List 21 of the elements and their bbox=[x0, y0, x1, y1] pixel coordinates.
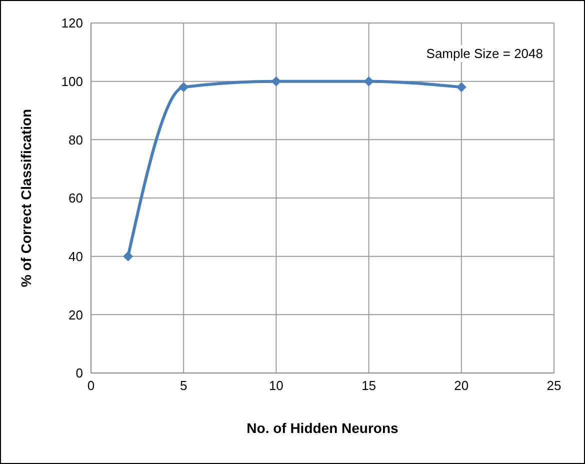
point bbox=[123, 251, 134, 262]
y-tick-label: 100 bbox=[61, 74, 83, 89]
y-tick-label: 60 bbox=[68, 190, 83, 206]
x-tick-label: 20 bbox=[454, 378, 469, 394]
x-tick-label: 25 bbox=[546, 378, 562, 394]
x-tick-label: 0 bbox=[87, 378, 95, 394]
point bbox=[178, 82, 189, 92]
y-tick-label: 20 bbox=[68, 307, 83, 322]
point bbox=[271, 76, 282, 86]
point bbox=[456, 82, 466, 92]
annotation: Sample Size = 2048 bbox=[423, 45, 546, 62]
y-tick-label: 80 bbox=[68, 132, 83, 148]
y-tick-label: 120 bbox=[61, 16, 83, 31]
y-axis-title: % of Correct Classification bbox=[18, 108, 34, 288]
x-axis-title: No. of Hidden Neurons bbox=[246, 420, 399, 436]
point bbox=[364, 76, 374, 86]
x-tick-label: 10 bbox=[268, 378, 284, 394]
y-tick-label: 0 bbox=[76, 366, 83, 381]
y-tick-label: 40 bbox=[68, 248, 83, 264]
x-tick-label: 5 bbox=[180, 378, 188, 394]
x-tick-label: 15 bbox=[362, 378, 376, 394]
